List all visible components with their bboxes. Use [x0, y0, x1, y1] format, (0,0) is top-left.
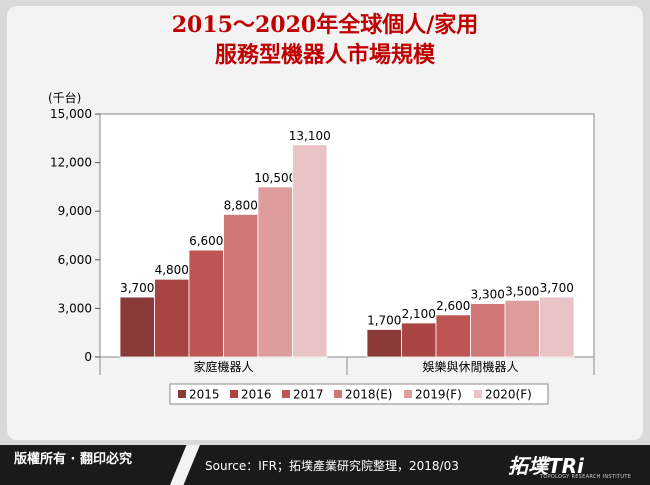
data-label: 4,800: [155, 263, 189, 277]
legend-label: 2017: [293, 388, 324, 402]
legend-label: 2016: [241, 388, 272, 402]
bar: [119, 296, 155, 358]
topology-logo-subtitle: TOPOLOGY RESEARCH INSTITUTE: [540, 474, 632, 480]
legend-swatch: [404, 390, 412, 398]
y-axis-unit-label: (千台): [48, 91, 82, 105]
legend-label: 2019(F): [415, 388, 462, 402]
data-label: 10,500: [254, 171, 296, 185]
chart-title-line2: 服務型機器人市場規模: [214, 42, 435, 68]
y-tick-label: 12,000: [50, 156, 92, 170]
bar: [188, 249, 224, 358]
legend-box: [169, 383, 549, 405]
legend-label: 2018(E): [345, 388, 392, 402]
data-label: 3,700: [540, 281, 574, 295]
y-tick-label: 9,000: [58, 204, 92, 218]
bar: [435, 314, 471, 358]
legend-label: 2015: [189, 388, 220, 402]
data-label: 6,600: [189, 234, 223, 248]
bar: [366, 329, 402, 358]
copyright-text: 版權所有 · 翻印必究: [14, 452, 132, 467]
bar: [223, 214, 259, 358]
data-label: 3,700: [120, 281, 154, 295]
data-label: 3,300: [471, 288, 505, 302]
data-label: 1,700: [367, 313, 401, 327]
data-label: 3,500: [505, 284, 539, 298]
legend-label: 2020(F): [485, 388, 532, 402]
legend-swatch: [474, 390, 482, 398]
topology-logo: 拓墣TRi: [508, 454, 584, 478]
data-label: 2,100: [402, 307, 436, 321]
source-text: Source：IFR；拓墣產業研究院整理，2018/03: [205, 459, 459, 473]
data-label: 2,600: [436, 299, 470, 313]
bar: [154, 278, 190, 358]
bar: [470, 303, 506, 358]
footer-divider: [170, 445, 200, 485]
y-tick-label: 3,000: [58, 301, 92, 315]
data-label: 13,100: [289, 129, 331, 143]
bar-chart: 03,0006,0009,00012,00015,0003,7004,8006,…: [50, 107, 595, 405]
category-label: 家庭機器人: [193, 359, 253, 374]
bar: [257, 186, 293, 358]
data-label: 8,800: [224, 198, 258, 212]
chart-title-line1: 2015～2020年全球個人/家用: [171, 12, 479, 38]
y-tick-label: 15,000: [50, 107, 92, 121]
legend-swatch: [230, 390, 238, 398]
bar: [292, 144, 328, 358]
chart-title: 2015～2020年全球個人/家用 服務型機器人市場規模: [0, 10, 650, 70]
bar: [504, 299, 540, 358]
legend-swatch: [334, 390, 342, 398]
category-label: 娛樂與休閒機器人: [422, 359, 518, 374]
bar: [401, 322, 437, 358]
bar: [539, 296, 575, 358]
legend-swatch: [282, 390, 290, 398]
legend-swatch: [178, 390, 186, 398]
y-tick-label: 6,000: [58, 253, 92, 267]
footer-bar: 版權所有 · 翻印必究 Source：IFR；拓墣產業研究院整理，2018/03…: [0, 445, 650, 485]
y-tick-label: 0: [84, 350, 92, 364]
